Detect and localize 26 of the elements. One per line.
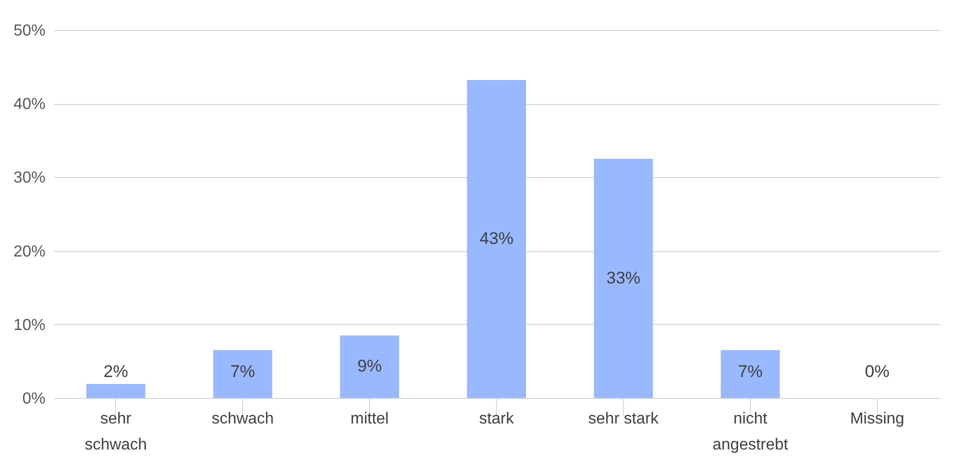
bar	[720, 350, 780, 398]
data-label: 43%	[479, 229, 514, 248]
data-label: 0%	[864, 362, 890, 382]
bar	[594, 158, 653, 398]
x-tick-label: schwach	[212, 410, 274, 428]
y-tick-label: 30%	[13, 170, 46, 187]
bar	[340, 335, 400, 398]
y-tick-label: 10%	[13, 316, 46, 334]
y-tick-label: 0%	[22, 390, 46, 408]
data-label: 33%	[606, 268, 640, 288]
x-tick-label: nicht angestrebt	[712, 410, 789, 454]
x-tick-label: Missing	[850, 410, 904, 428]
x-tick-label: stark	[479, 410, 515, 428]
data-label: 7%	[738, 362, 763, 382]
y-tick-label: 40%	[13, 96, 46, 114]
bar	[213, 350, 272, 398]
x-tick-label: mittel	[350, 410, 389, 428]
y-tick-label: 50%	[13, 22, 46, 40]
x-tick-label: sehr schwach	[84, 410, 147, 454]
x-tick-label: sehr stark	[588, 410, 660, 428]
bar	[86, 384, 146, 398]
data-label: 9%	[357, 356, 382, 376]
data-label: 2%	[104, 362, 128, 382]
bar	[467, 80, 526, 398]
data-label: 7%	[230, 362, 255, 382]
y-tick-label: 20%	[13, 243, 46, 260]
